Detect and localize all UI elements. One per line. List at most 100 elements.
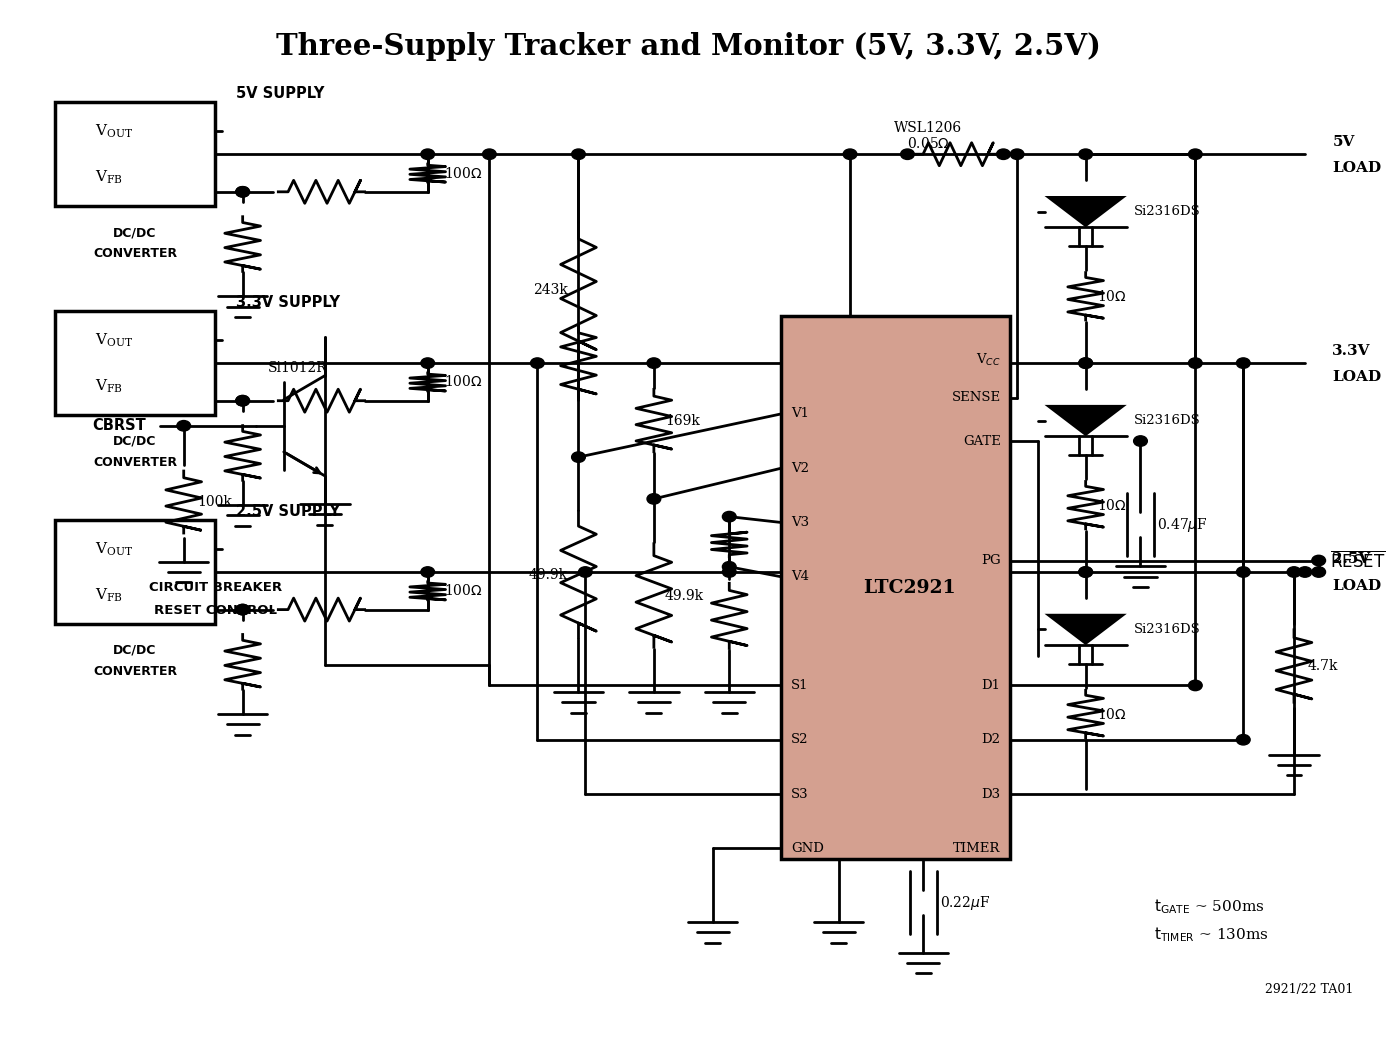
Circle shape	[1287, 567, 1301, 578]
Text: 100k: 100k	[197, 495, 232, 509]
Circle shape	[996, 149, 1010, 160]
Circle shape	[1312, 555, 1326, 566]
Text: 49.9k: 49.9k	[528, 568, 567, 582]
Text: $\mathrm{t_{TIMER}}$ ~ 130ms: $\mathrm{t_{TIMER}}$ ~ 130ms	[1154, 925, 1268, 944]
Text: CONVERTER: CONVERTER	[94, 665, 177, 677]
Circle shape	[420, 149, 434, 160]
Circle shape	[420, 358, 434, 369]
Text: 2921/22 TA01: 2921/22 TA01	[1264, 983, 1352, 996]
Circle shape	[1236, 358, 1250, 369]
Text: D1: D1	[982, 679, 1000, 692]
Circle shape	[722, 567, 736, 578]
Circle shape	[1236, 567, 1250, 578]
Text: D2: D2	[982, 733, 1000, 747]
Circle shape	[1189, 358, 1203, 369]
Text: Si1012R: Si1012R	[268, 361, 327, 375]
Text: WSL1206: WSL1206	[894, 121, 963, 135]
Circle shape	[578, 567, 592, 578]
Text: 0.22$\mu$F: 0.22$\mu$F	[940, 894, 990, 911]
Circle shape	[236, 605, 250, 615]
Circle shape	[1010, 149, 1024, 160]
Text: 100$\Omega$: 100$\Omega$	[444, 375, 483, 390]
Circle shape	[420, 567, 434, 578]
Circle shape	[571, 452, 585, 462]
Text: 5V SUPPLY: 5V SUPPLY	[236, 86, 324, 101]
Circle shape	[1078, 358, 1092, 369]
Circle shape	[647, 358, 661, 369]
Circle shape	[1189, 149, 1203, 160]
Text: $\overline{\mathrm{RESET}}$: $\overline{\mathrm{RESET}}$	[1330, 550, 1384, 571]
Text: 49.9k: 49.9k	[665, 588, 704, 603]
Text: $\mathrm{t_{GATE}}$ ~ 500ms: $\mathrm{t_{GATE}}$ ~ 500ms	[1154, 897, 1264, 916]
Text: DC/DC: DC/DC	[113, 644, 156, 657]
Polygon shape	[1045, 196, 1127, 228]
Bar	[54, 102, 215, 207]
Text: 2.5V: 2.5V	[1333, 552, 1370, 566]
Circle shape	[1189, 680, 1203, 691]
Circle shape	[236, 187, 250, 197]
Text: 169k: 169k	[665, 414, 700, 427]
Text: 10$\Omega$: 10$\Omega$	[1097, 707, 1126, 721]
Circle shape	[722, 511, 736, 522]
Text: 0.47$\mu$F: 0.47$\mu$F	[1157, 516, 1207, 533]
Text: CONVERTER: CONVERTER	[94, 247, 177, 260]
Text: 4.7k: 4.7k	[1308, 659, 1338, 673]
Text: SENSE: SENSE	[951, 391, 1000, 404]
Text: $\mathregular{V_{OUT}}$: $\mathregular{V_{OUT}}$	[95, 123, 133, 140]
Text: DC/DC: DC/DC	[113, 226, 156, 239]
Circle shape	[1078, 149, 1092, 160]
Text: LOAD: LOAD	[1333, 579, 1382, 592]
Text: CBRST: CBRST	[92, 418, 145, 434]
Text: V1: V1	[791, 407, 809, 420]
Text: $\mathregular{V_{FB}}$: $\mathregular{V_{FB}}$	[95, 586, 123, 604]
Text: CIRCUIT BREAKER: CIRCUIT BREAKER	[148, 581, 282, 594]
Circle shape	[722, 562, 736, 572]
Polygon shape	[1045, 614, 1127, 645]
Circle shape	[1078, 567, 1092, 578]
Text: Si2316DS: Si2316DS	[1133, 623, 1200, 636]
Circle shape	[236, 396, 250, 406]
Text: V3: V3	[791, 516, 809, 529]
Text: GATE: GATE	[963, 435, 1000, 447]
Text: V2: V2	[791, 462, 809, 475]
Circle shape	[1312, 567, 1326, 578]
Text: LTC2921: LTC2921	[863, 579, 956, 596]
Circle shape	[1133, 436, 1147, 446]
Text: S2: S2	[791, 733, 809, 747]
Circle shape	[236, 605, 250, 615]
Bar	[54, 311, 215, 416]
Circle shape	[482, 149, 496, 160]
Circle shape	[531, 358, 545, 369]
Circle shape	[236, 396, 250, 406]
Polygon shape	[1045, 405, 1127, 436]
Circle shape	[1078, 358, 1092, 369]
Circle shape	[236, 187, 250, 197]
Text: LOAD: LOAD	[1333, 161, 1382, 174]
Text: S1: S1	[791, 679, 809, 692]
Circle shape	[1078, 567, 1092, 578]
Text: 0.05$\Omega$: 0.05$\Omega$	[907, 136, 950, 151]
Circle shape	[901, 149, 914, 160]
Text: 2.5V SUPPLY: 2.5V SUPPLY	[236, 504, 339, 519]
Text: 100$\Omega$: 100$\Omega$	[444, 166, 483, 181]
Circle shape	[177, 421, 190, 430]
Circle shape	[571, 149, 585, 160]
Text: PG: PG	[981, 554, 1000, 567]
Text: $\mathregular{V_{FB}}$: $\mathregular{V_{FB}}$	[95, 168, 123, 186]
Text: V$_{CC}$: V$_{CC}$	[977, 352, 1000, 367]
Text: D3: D3	[982, 788, 1000, 800]
Text: $\mathregular{V_{OUT}}$: $\mathregular{V_{OUT}}$	[95, 332, 133, 349]
Circle shape	[1236, 735, 1250, 744]
Text: LOAD: LOAD	[1333, 370, 1382, 383]
Text: S3: S3	[791, 788, 809, 800]
Circle shape	[844, 149, 856, 160]
Circle shape	[1298, 567, 1312, 578]
Text: CONVERTER: CONVERTER	[94, 456, 177, 469]
Circle shape	[647, 494, 661, 504]
Text: TIMER: TIMER	[953, 842, 1000, 855]
Bar	[781, 316, 1010, 859]
Text: 10$\Omega$: 10$\Omega$	[1097, 289, 1126, 303]
Text: 243k: 243k	[532, 284, 567, 297]
Bar	[54, 520, 215, 624]
Text: Si2316DS: Si2316DS	[1133, 205, 1200, 218]
